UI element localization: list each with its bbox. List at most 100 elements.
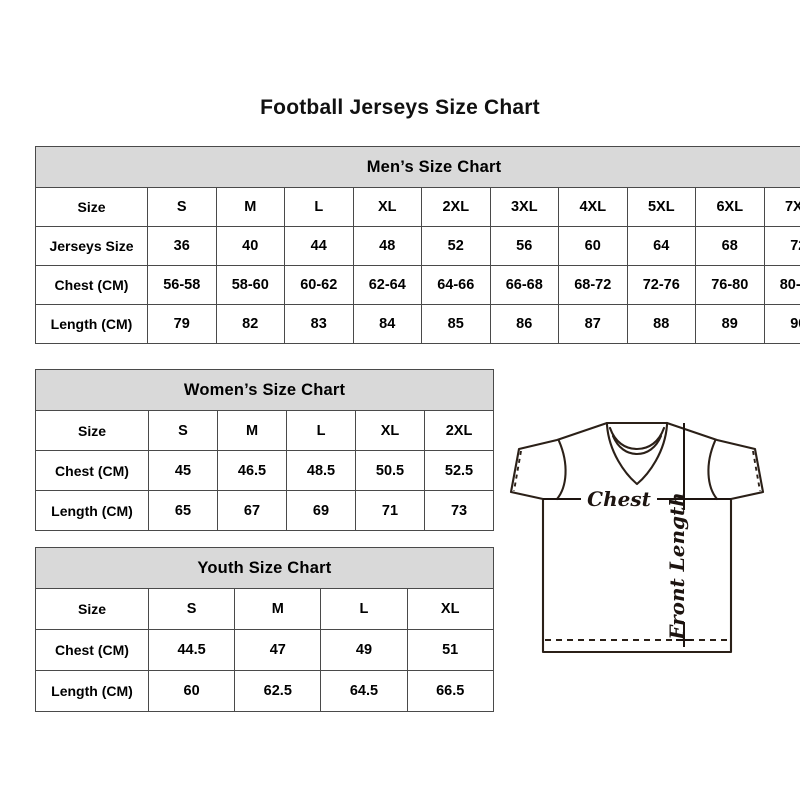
mens-length-row: Length (CM) 79 82 83 84 85 86 87 88 89 9… bbox=[35, 304, 800, 344]
table-cell: 46.5 bbox=[217, 450, 287, 491]
womens-size-s: S bbox=[148, 410, 218, 451]
mens-row-label-chest: Chest (CM) bbox=[35, 265, 148, 305]
mens-chest-row: Chest (CM) 56-58 58-60 60-62 62-64 64-66… bbox=[35, 265, 800, 305]
table-cell: 45 bbox=[148, 450, 218, 491]
mens-size-s: S bbox=[147, 187, 217, 227]
table-cell: 64-66 bbox=[421, 265, 491, 305]
table-cell: 40 bbox=[215, 226, 285, 266]
mens-band-label: Men’s Size Chart bbox=[34, 146, 800, 188]
mens-size-l: L bbox=[284, 187, 354, 227]
table-cell: 48 bbox=[352, 226, 422, 266]
youth-band-label: Youth Size Chart bbox=[35, 547, 494, 589]
youth-size-l: L bbox=[320, 588, 408, 630]
table-cell: 47 bbox=[234, 629, 322, 671]
mens-size-4xl: 4XL bbox=[558, 187, 628, 227]
mens-size-chart-table: Men’s Size Chart Size S M L XL 2XL 3XL 4… bbox=[34, 146, 800, 344]
womens-size-m: M bbox=[217, 410, 287, 451]
table-cell: 89 bbox=[695, 304, 765, 344]
page-title: Football Jerseys Size Chart bbox=[260, 96, 540, 119]
front-length-measure-label: Front Length bbox=[665, 492, 689, 641]
table-cell: 64.5 bbox=[320, 670, 408, 712]
mens-size-3xl: 3XL bbox=[489, 187, 559, 227]
table-cell: 64 bbox=[626, 226, 696, 266]
mens-size-xl: XL bbox=[352, 187, 422, 227]
table-cell: 66.5 bbox=[406, 670, 494, 712]
mens-size-header-row: Size S M L XL 2XL 3XL 4XL 5XL 6XL 7XL bbox=[35, 187, 800, 227]
youth-chest-row: Chest (CM) 44.5 47 49 51 bbox=[35, 629, 494, 671]
table-cell: 56-58 bbox=[147, 265, 217, 305]
table-cell: 72-76 bbox=[626, 265, 696, 305]
youth-row-label-chest: Chest (CM) bbox=[35, 629, 149, 671]
mens-row-label-jerseys-size: Jerseys Size bbox=[35, 226, 148, 266]
womens-row-label-size: Size bbox=[35, 410, 149, 451]
table-cell: 65 bbox=[148, 490, 218, 531]
jersey-measurement-diagram: Chest Front Length bbox=[497, 392, 777, 692]
womens-band-label: Women’s Size Chart bbox=[34, 369, 495, 411]
table-cell: 60-62 bbox=[284, 265, 354, 305]
table-cell: 60 bbox=[147, 670, 236, 712]
womens-size-2xl: 2XL bbox=[423, 410, 495, 451]
mens-size-2xl: 2XL bbox=[421, 187, 491, 227]
table-cell: 68 bbox=[695, 226, 765, 266]
youth-size-s: S bbox=[147, 588, 236, 630]
mens-row-label-size: Size bbox=[35, 187, 148, 227]
table-cell: 44.5 bbox=[147, 629, 236, 671]
table-cell: 67 bbox=[217, 490, 287, 531]
womens-row-label-chest: Chest (CM) bbox=[35, 450, 149, 491]
mens-size-m: M bbox=[215, 187, 285, 227]
table-cell: 44 bbox=[284, 226, 354, 266]
table-cell: 36 bbox=[147, 226, 217, 266]
mens-jerseys-size-row: Jerseys Size 36 40 44 48 52 56 60 64 68 … bbox=[35, 226, 800, 266]
table-cell: 66-68 bbox=[489, 265, 559, 305]
table-cell: 69 bbox=[286, 490, 356, 531]
womens-size-xl: XL bbox=[355, 410, 425, 451]
table-cell: 90 bbox=[763, 304, 800, 344]
table-cell: 60 bbox=[558, 226, 628, 266]
youth-size-m: M bbox=[234, 588, 322, 630]
table-cell: 83 bbox=[284, 304, 354, 344]
table-cell: 49 bbox=[320, 629, 408, 671]
table-cell: 71 bbox=[355, 490, 425, 531]
womens-row-label-length: Length (CM) bbox=[35, 490, 149, 531]
youth-row-label-size: Size bbox=[35, 588, 149, 630]
table-cell: 82 bbox=[215, 304, 285, 344]
table-cell: 80-84 bbox=[763, 265, 800, 305]
table-cell: 85 bbox=[421, 304, 491, 344]
youth-size-header-row: Size S M L XL bbox=[35, 588, 494, 630]
table-cell: 86 bbox=[489, 304, 559, 344]
table-cell: 73 bbox=[423, 490, 495, 531]
womens-size-chart-table: Women’s Size Chart Size S M L XL 2XL Che… bbox=[34, 369, 495, 531]
youth-row-label-length: Length (CM) bbox=[35, 670, 149, 712]
youth-size-xl: XL bbox=[406, 588, 494, 630]
mens-size-5xl: 5XL bbox=[626, 187, 696, 227]
table-cell: 72 bbox=[763, 226, 800, 266]
youth-length-row: Length (CM) 60 62.5 64.5 66.5 bbox=[35, 670, 494, 712]
mens-row-label-length: Length (CM) bbox=[35, 304, 148, 344]
womens-size-l: L bbox=[286, 410, 356, 451]
table-cell: 84 bbox=[352, 304, 422, 344]
youth-size-chart-table: Youth Size Chart Size S M L XL Chest (CM… bbox=[35, 547, 494, 712]
table-cell: 88 bbox=[626, 304, 696, 344]
mens-size-6xl: 6XL bbox=[695, 187, 765, 227]
womens-size-header-row: Size S M L XL 2XL bbox=[35, 410, 495, 451]
mens-band-row: Men’s Size Chart bbox=[34, 146, 800, 188]
table-cell: 62.5 bbox=[234, 670, 322, 712]
table-cell: 51 bbox=[406, 629, 494, 671]
table-cell: 56 bbox=[489, 226, 559, 266]
chest-measure-label: Chest bbox=[587, 487, 651, 511]
table-cell: 48.5 bbox=[286, 450, 356, 491]
mens-size-7xl: 7XL bbox=[763, 187, 800, 227]
table-cell: 87 bbox=[558, 304, 628, 344]
womens-length-row: Length (CM) 65 67 69 71 73 bbox=[35, 490, 495, 531]
table-cell: 79 bbox=[147, 304, 217, 344]
womens-band-row: Women’s Size Chart bbox=[34, 369, 495, 411]
womens-chest-row: Chest (CM) 45 46.5 48.5 50.5 52.5 bbox=[35, 450, 495, 491]
table-cell: 52.5 bbox=[423, 450, 495, 491]
table-cell: 68-72 bbox=[558, 265, 628, 305]
table-cell: 52 bbox=[421, 226, 491, 266]
table-cell: 76-80 bbox=[695, 265, 765, 305]
youth-band-row: Youth Size Chart bbox=[35, 547, 494, 589]
table-cell: 58-60 bbox=[215, 265, 285, 305]
table-cell: 62-64 bbox=[352, 265, 422, 305]
